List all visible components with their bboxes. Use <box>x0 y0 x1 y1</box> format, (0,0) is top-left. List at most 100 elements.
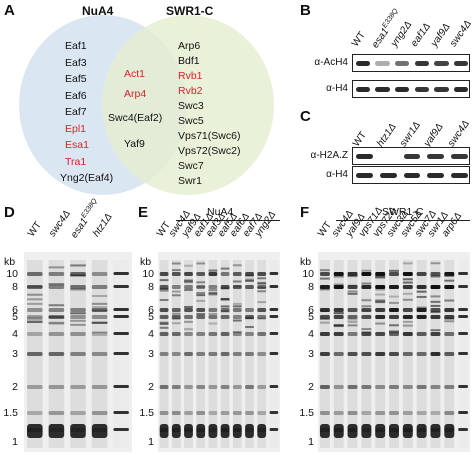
gel-band <box>347 308 358 312</box>
marker-band <box>458 385 469 388</box>
gel-band <box>232 308 242 312</box>
marker-band <box>458 352 469 355</box>
lane-smear <box>257 260 267 448</box>
gel-band <box>257 277 267 280</box>
marker-band <box>458 272 469 275</box>
gel-band <box>389 269 399 272</box>
marker-band <box>113 308 129 311</box>
gel-band <box>430 272 441 276</box>
gel-band <box>375 322 386 325</box>
gel-band <box>333 352 344 356</box>
lane-label: swc4Δ <box>448 18 474 49</box>
gel-band <box>416 285 427 289</box>
gel-band <box>430 329 441 332</box>
gel-band <box>245 332 254 336</box>
gel-band <box>48 322 65 325</box>
gel-band <box>159 287 169 290</box>
gel-band <box>361 282 372 285</box>
kb-tick-label: 6 <box>148 304 154 316</box>
gel-band <box>430 332 441 336</box>
lane-smear <box>91 260 108 448</box>
sample-lane <box>27 260 43 448</box>
gel-band <box>257 308 267 312</box>
blot-band <box>379 173 397 178</box>
gel-band <box>319 318 330 321</box>
gel-band <box>257 332 267 336</box>
gel-band <box>430 300 441 303</box>
marker-lane <box>113 260 129 448</box>
swr1-subunit: Arp6 <box>178 40 201 52</box>
blot-band <box>395 61 410 66</box>
complex-group-label: NuA4 <box>207 206 234 218</box>
gel-band <box>70 411 86 415</box>
nua4-subunit: Eaf6 <box>65 89 87 102</box>
gel-band <box>416 314 427 317</box>
blot-band <box>356 154 374 159</box>
sample-lane <box>416 260 427 448</box>
gel-band <box>361 272 372 276</box>
gel-band <box>257 301 267 304</box>
panel-f-letter: F <box>300 204 310 221</box>
gel-band <box>184 308 193 312</box>
gel-band <box>220 308 230 312</box>
swr1-subunit: Swr1 <box>178 175 202 187</box>
sample-lane <box>257 260 267 448</box>
gel-band <box>245 274 254 277</box>
gel-band <box>416 307 427 310</box>
gel-band <box>70 285 86 289</box>
gel-band <box>208 385 218 389</box>
gel-band <box>389 301 399 304</box>
marker-band <box>113 411 129 414</box>
gel-band <box>27 315 43 319</box>
sample-lane <box>91 260 108 448</box>
gel-band <box>184 279 193 282</box>
kb-tick-label: 10 <box>142 268 154 280</box>
gel-band <box>27 352 43 356</box>
gel-band <box>159 289 169 292</box>
gel-band <box>389 385 399 389</box>
gel-band <box>48 321 65 324</box>
gel-band <box>319 288 330 291</box>
blot-band <box>414 61 429 66</box>
blot-band <box>403 154 421 159</box>
gel-band <box>184 315 193 319</box>
gel-band <box>91 294 108 297</box>
gel-band <box>159 332 169 336</box>
gel-band <box>220 352 230 356</box>
gel-band <box>402 308 413 312</box>
lane-label: htz1Δ <box>374 121 399 149</box>
marker-band <box>458 428 469 431</box>
panel-a-letter: A <box>4 2 15 19</box>
gel-band <box>91 272 108 276</box>
gel-band <box>416 352 427 356</box>
gel-band <box>184 285 193 289</box>
marker-band <box>269 352 279 355</box>
panel-c-letter: C <box>300 108 311 125</box>
gel-band <box>232 305 242 308</box>
kb-tick-label: 6 <box>12 304 18 316</box>
gel-band <box>319 411 330 415</box>
sample-lane <box>361 260 372 448</box>
gel-band <box>347 318 358 321</box>
gel-band <box>430 295 441 298</box>
blot-band <box>355 87 370 92</box>
gel-band <box>245 317 254 320</box>
gel-band <box>333 308 344 312</box>
nua4-title: NuA4 <box>82 4 114 18</box>
gel-band <box>257 290 267 293</box>
swr1-subunit: Swc3 <box>178 100 204 112</box>
gel-band <box>361 352 372 356</box>
gel-band <box>402 292 413 295</box>
gel-band <box>208 293 218 296</box>
blot-band <box>450 173 468 178</box>
gel-band <box>375 275 386 278</box>
gel-band <box>430 411 441 415</box>
shared-subunit: Swc4(Eaf2) <box>108 112 163 124</box>
gel-band <box>333 272 344 276</box>
gel-band <box>347 290 358 293</box>
sample-lane <box>196 260 206 448</box>
gel-band <box>171 312 181 315</box>
kb-tick-label: 8 <box>12 281 18 293</box>
marker-band <box>269 332 279 335</box>
